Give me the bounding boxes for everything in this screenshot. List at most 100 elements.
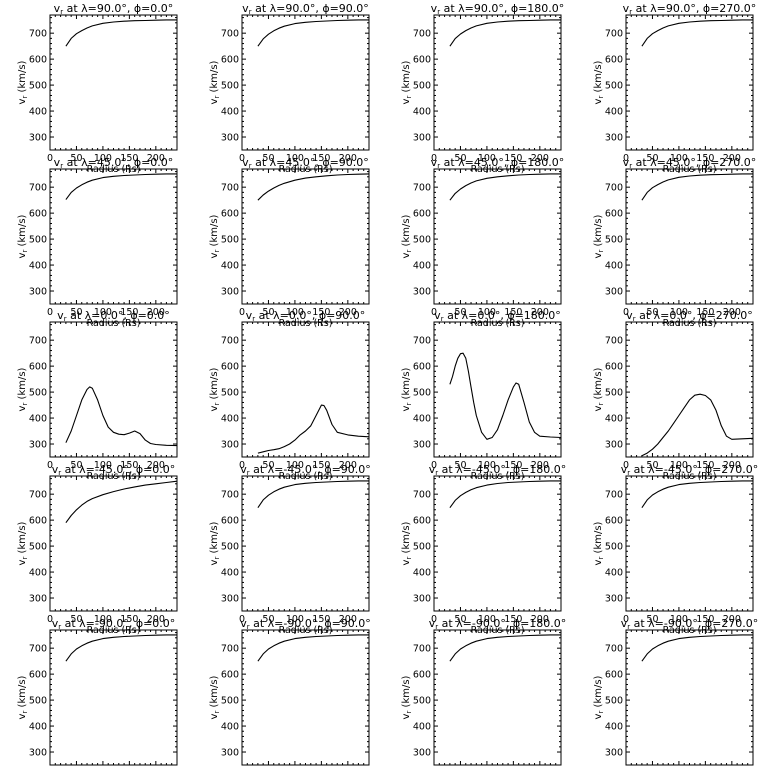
series-line: [641, 173, 753, 201]
panel-title: vr at λ=0.0°, ϕ=270.0°: [626, 309, 753, 323]
x-tick-label: 100: [286, 153, 304, 164]
x-tick-label: 200: [147, 460, 165, 471]
x-tick-label: 100: [94, 307, 112, 318]
x-tick-label: 150: [120, 153, 138, 164]
x-tick-label: 150: [120, 460, 138, 471]
y-tick-label: 500: [605, 235, 623, 246]
y-tick-label: 700: [29, 336, 47, 347]
y-tick-label: 400: [413, 414, 431, 425]
y-tick-label: 600: [29, 516, 47, 527]
x-tick-label: 100: [670, 614, 688, 625]
y-tick-label: 700: [221, 490, 239, 501]
y-tick-label: 500: [221, 235, 239, 246]
y-tick-label: 400: [605, 722, 623, 733]
series-line: [257, 480, 369, 509]
y-axis-label: vr (km/s): [401, 214, 413, 258]
panel-17: vr at λ=-90.0°, ϕ=0.0°0 50 100 150 200 300 400…: [17, 617, 178, 772]
x-tick-label: 50: [70, 614, 82, 625]
x-tick-label: 150: [696, 614, 714, 625]
x-tick-label: 0: [239, 307, 245, 318]
x-tick-label: 200: [723, 307, 741, 318]
y-tick-label: 500: [221, 542, 239, 553]
y-axis-label: vr (km/s): [17, 675, 29, 719]
x-tick-label: 50: [646, 153, 658, 164]
y-tick-label: 300: [29, 287, 47, 298]
panel-12: vr at λ=0.0°, ϕ=270.0°0 50 100 150 200300400…: [593, 309, 754, 482]
panel-title: vr at λ=-90.0°, ϕ=90.0°: [240, 617, 371, 631]
y-tick-label: 600: [221, 670, 239, 681]
y-tick-label: 500: [605, 542, 623, 553]
y-tick-label: 500: [221, 81, 239, 92]
x-tick-label: 0: [623, 153, 629, 164]
y-axis-label: vr (km/s): [17, 521, 29, 565]
x-tick-label: 200: [531, 153, 549, 164]
plot-frame: [241, 321, 370, 458]
panel-title: vr at λ=45.0°, ϕ=180.0°: [431, 156, 565, 170]
x-tick-label: 100: [670, 153, 688, 164]
panel-title: vr at λ=-90.0°, ϕ=270.0°: [621, 617, 759, 631]
panel-6: vr at λ=45.0°, ϕ=90.0°0 50 100 150 200300400…: [209, 156, 370, 329]
x-tick-label: 100: [478, 153, 496, 164]
y-tick-label: 700: [29, 490, 47, 501]
y-tick-label: 300: [605, 748, 623, 759]
x-tick-label: 150: [504, 307, 522, 318]
y-tick-label: 600: [413, 362, 431, 373]
x-tick-label: 150: [696, 307, 714, 318]
y-tick-label: 700: [221, 336, 239, 347]
panel-2: vr at λ=90.0°, ϕ=90.0° 0 50 100 150 200 300 400…: [209, 2, 370, 175]
series-line: [65, 19, 177, 47]
panel-5: vr at λ=45.0°, ϕ=0.0°0 50 100 150 2003004005…: [17, 156, 178, 329]
x-tick-label: 0: [623, 614, 629, 625]
x-tick-label: 100: [94, 614, 112, 625]
panel-4: vr at λ=90.0°, ϕ=270.0° 0 50 100 150 200 300 40…: [593, 2, 756, 175]
x-tick-label: 200: [339, 153, 357, 164]
series-line: [257, 404, 370, 454]
plot-frame: [625, 321, 754, 458]
x-tick-label: 50: [262, 614, 274, 625]
x-tick-label: 200: [723, 460, 741, 471]
x-tick-label: 200: [723, 614, 741, 625]
y-tick-label: 600: [605, 516, 623, 527]
panel-19: vr at λ=-90.0°, ϕ=180.0°0 50 100 150 200 300 4…: [401, 617, 566, 772]
x-tick-label: 50: [454, 307, 466, 318]
y-tick-label: 500: [413, 235, 431, 246]
y-tick-label: 300: [221, 748, 239, 759]
y-tick-label: 300: [29, 440, 47, 451]
y-axis-label: vr (km/s): [209, 367, 221, 411]
y-tick-label: 700: [413, 183, 431, 194]
plot-frame: [433, 475, 562, 612]
x-tick-label: 50: [454, 153, 466, 164]
x-tick-label: 150: [504, 460, 522, 471]
y-axis-label: vr (km/s): [593, 60, 605, 104]
y-tick-label: 600: [605, 55, 623, 66]
y-tick-label: 700: [413, 336, 431, 347]
panel-title: vr at λ=45.0°, ϕ=270.0°: [623, 156, 757, 170]
y-tick-label: 600: [413, 55, 431, 66]
y-tick-label: 300: [413, 440, 431, 451]
panel-16: vr at λ=-45.0°, ϕ=270.0°0 50 100 150 2003004…: [593, 463, 758, 636]
y-tick-label: 400: [221, 722, 239, 733]
series-line: [641, 19, 753, 47]
panel-title: vr at λ=90.0°, ϕ=90.0°: [242, 2, 369, 16]
plot-frame: [49, 629, 178, 766]
y-tick-label: 600: [605, 670, 623, 681]
y-tick-label: 400: [29, 107, 47, 118]
y-tick-label: 300: [221, 440, 239, 451]
plot-frame: [433, 14, 562, 151]
y-tick-label: 400: [605, 414, 623, 425]
series-line: [65, 173, 177, 200]
x-tick-label: 0: [239, 460, 245, 471]
y-tick-label: 400: [413, 722, 431, 733]
x-tick-label: 200: [339, 614, 357, 625]
y-tick-label: 500: [29, 696, 47, 707]
x-tick-label: 150: [696, 460, 714, 471]
panel-title: vr at λ=-45.0°, ϕ=180.0°: [429, 463, 567, 477]
series-line: [641, 480, 753, 509]
x-tick-label: 0: [623, 460, 629, 471]
plot-frame: [625, 168, 754, 305]
y-tick-label: 600: [605, 209, 623, 220]
panel-title: vr at λ=45.0°, ϕ=0.0°: [54, 156, 174, 170]
plot-frame: [49, 475, 178, 612]
y-tick-label: 300: [413, 133, 431, 144]
